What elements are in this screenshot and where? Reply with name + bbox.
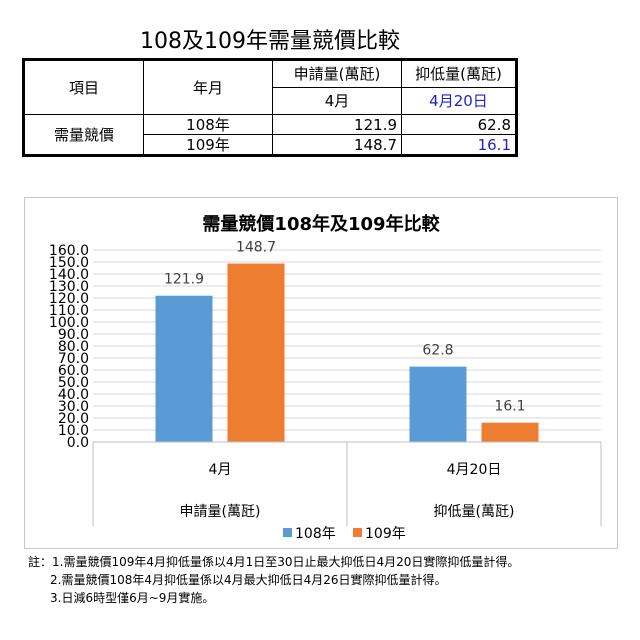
row-application-value: 121.9 [272,114,402,135]
chart-title: 需量競價108年及109年比較 [202,213,440,235]
header-month: 年月 [143,59,273,115]
x-tick-label: 4月20日 [447,462,502,478]
bar [227,263,285,442]
footnotes: 註：1.需量競價109年4月抑低量係以4月1日至30日止最大抑低日4月20日實際… [28,553,628,607]
y-tick-label: 110.0 [49,303,89,319]
footnote-2: 2.需量競價108年4月抑低量係以4月最大抑低日4月26日實際抑低量計得。 [50,573,447,587]
row-year: 108年 [143,114,273,135]
y-tick-label: 0.0 [67,435,89,451]
data-label: 148.7 [236,240,276,256]
legend-label: 108年 [295,526,336,542]
header-reduction: 抑低量(萬瓩) [401,59,517,88]
data-label: 121.9 [164,272,204,288]
row-label: 需量競價 [23,114,144,156]
y-tick-label: 50.0 [58,375,89,391]
data-label: 16.1 [494,399,525,415]
y-tick-label: 90.0 [58,327,89,343]
legend-swatch [283,528,292,537]
legend-swatch [353,528,362,537]
subheader-date: 4月20日 [401,87,517,115]
y-tick-label: 100.0 [49,315,89,331]
legend-label: 109年 [365,526,406,542]
bar-chart: 需量競價108年及109年比較 0.010.020.030.040.050.06… [49,213,602,542]
header-item: 項目 [23,59,144,115]
bars [155,263,539,442]
row-reduction-value: 16.1 [401,134,517,156]
header-application: 申請量(萬瓩) [272,59,402,88]
y-tick-label: 60.0 [58,363,89,379]
x-group-label: 申請量(萬瓩) [180,504,261,520]
y-tick-label: 10.0 [58,423,89,439]
page-title: 108及109年需量競價比較 [140,29,400,54]
data-labels: 121.9 148.7 62.8 16.1 [164,240,526,415]
y-tick-label: 160.0 [49,243,89,259]
bar [155,295,213,442]
footnote-1: 註：1.需量競價109年4月抑低量係以4月1日至30日止最大抑低日4月20日實際… [28,555,520,569]
bar [481,422,539,442]
y-tick-label: 30.0 [58,399,89,415]
table-row: 需量競價 108年 121.9 62.8 [23,114,517,156]
y-tick-label: 40.0 [58,387,89,403]
footnote-3: 3.日減6時型僅6月~9月實施。 [50,591,215,605]
row-year: 109年 [143,134,273,156]
y-axis: 0.010.020.030.040.050.060.070.080.090.01… [49,243,89,451]
row-reduction-value: 62.8 [401,114,517,135]
row-application-value: 148.7 [272,134,402,156]
y-tick-label: 150.0 [49,255,89,271]
y-tick-label: 80.0 [58,339,89,355]
x-group-label: 抑低量(萬瓩) [434,504,515,520]
data-label: 62.8 [422,343,453,359]
y-tick-label: 140.0 [49,267,89,283]
y-tick-label: 20.0 [58,411,89,427]
x-tick-label: 4月 [209,462,232,478]
chart-container: 需量競價108年及109年比較 0.0 10.0 20.0 30.0 40.0 50.0 6… [24,197,618,549]
y-tick-label: 70.0 [58,351,89,367]
subheader-month: 4月 [272,87,402,115]
table-row: 109年 148.7 16.1 [24,134,517,156]
y-tick-label: 120.0 [49,291,89,307]
y-tick-label: 130.0 [49,279,89,295]
bar [409,366,467,442]
legend: 108年 109年 [283,526,406,542]
summary-table: 項目 年月 申請量(萬瓩) 抑低量(萬瓩) 4月 4月20日 需量競價 108年… [22,58,518,157]
